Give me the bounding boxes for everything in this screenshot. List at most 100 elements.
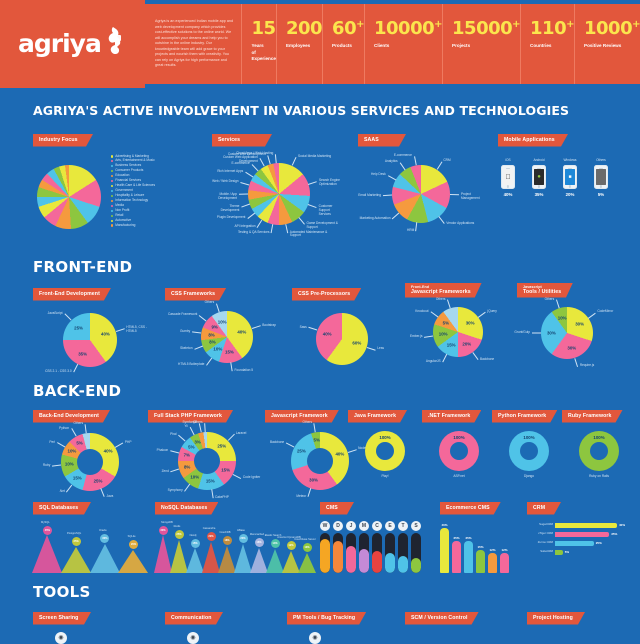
leader-line bbox=[247, 212, 255, 219]
phone-icon-windows: ■ bbox=[563, 165, 577, 190]
legend-label: Education bbox=[115, 173, 130, 178]
leader-line bbox=[114, 442, 124, 448]
mountain-label: Memcached bbox=[249, 532, 265, 536]
front-end-development-labels: HTML5, CSS - HTML5 CSS 2.1 - CSS 3.0 JavaS… bbox=[33, 307, 153, 373]
pie-category-label: Others bbox=[204, 300, 215, 305]
ribbon-net-framework: .NET Framework bbox=[422, 410, 481, 423]
legend-item: Hospitality & Leisure bbox=[111, 193, 201, 198]
leader-line bbox=[240, 182, 250, 186]
leader-line bbox=[66, 484, 73, 493]
slice-value: 40% bbox=[335, 451, 345, 457]
leader-line bbox=[413, 156, 416, 166]
mountain-label: Oracle bbox=[99, 529, 107, 533]
leader-line bbox=[424, 335, 434, 338]
legend-item: Consumer Products bbox=[111, 168, 201, 173]
ribbon-python-framework: Python Framework bbox=[492, 410, 557, 423]
pie-category-label: Others bbox=[193, 419, 203, 424]
chart-full-stack-php: Full Stack PHP Framework 25% 15% 15% 10% 8% 7… bbox=[148, 404, 268, 499]
mountain-label: HBase bbox=[237, 529, 245, 533]
pie-category-label: Grunt/Gulp bbox=[514, 330, 530, 334]
legend-item: Retail bbox=[111, 212, 201, 218]
crm-label: vTiger CRM bbox=[538, 531, 553, 536]
net-framework-label: ASP.net bbox=[453, 473, 465, 478]
mountain-bar bbox=[154, 534, 172, 573]
legend-item: Automotive bbox=[111, 218, 201, 223]
logo-panel bbox=[0, 0, 145, 88]
cms-icon: S bbox=[411, 520, 421, 531]
mountain-label: SQLite bbox=[127, 534, 136, 538]
mountain-bubble: 20% bbox=[238, 534, 248, 544]
legend-label: Retail bbox=[115, 212, 124, 217]
slice-value: 25% bbox=[93, 478, 103, 484]
leader-line bbox=[245, 172, 253, 178]
ribbon-saas: SAAS bbox=[358, 134, 406, 147]
cms-icon: W bbox=[320, 520, 330, 531]
screen-share-icon[interactable]: ◉ bbox=[55, 631, 67, 644]
slice-value: 25% bbox=[217, 443, 227, 449]
pie-category-label: Perl bbox=[49, 439, 56, 444]
legend-label: Information Technology bbox=[115, 197, 149, 202]
cms-thermometer bbox=[346, 532, 356, 573]
ribbon-scm-version-control: SCM / Version Control bbox=[405, 612, 479, 625]
mountain-bar bbox=[202, 541, 220, 573]
pie-category-label: Marketing Automation bbox=[359, 215, 391, 220]
legend-item: Media bbox=[111, 202, 201, 208]
agriya-logo[interactable]: agriya bbox=[18, 26, 122, 56]
pie-category-label: Python bbox=[59, 425, 69, 430]
chart-services: Services Social Media Marketing Search En… bbox=[212, 128, 342, 243]
mountain-bar bbox=[218, 545, 236, 573]
pie-category-label: AngularJS bbox=[425, 359, 441, 364]
crm-horizontal-bars: SugarCRM 40% vTiger CRM 35% Zurmo CRM 25% S… bbox=[527, 522, 632, 555]
mountain-bar bbox=[118, 549, 149, 573]
legend-item: Health Care & Life Sciences bbox=[111, 183, 201, 188]
leader-line bbox=[286, 443, 295, 448]
platform-label: Windows bbox=[563, 157, 577, 162]
ecommerce-cms-bars: 40% 25% 25% 15% 12% 12% bbox=[440, 523, 509, 573]
pie-category-label: jQuery bbox=[487, 309, 497, 313]
pie-category-label: Skeleton bbox=[180, 346, 193, 351]
chat-icon[interactable]: ◉ bbox=[187, 631, 199, 644]
mountain-label: MongoDB bbox=[161, 520, 173, 524]
legend-swatch bbox=[111, 199, 114, 202]
pie-category-label: .Net bbox=[59, 488, 65, 493]
ribbon-industry-focus: Industry Focus bbox=[33, 134, 93, 147]
leader-line bbox=[198, 423, 201, 433]
ribbon-js-frameworks: Front-End Javascript Frameworks bbox=[405, 283, 482, 298]
legend-label: Media bbox=[115, 202, 124, 207]
crm-value: 35% bbox=[611, 532, 618, 536]
leader-line bbox=[308, 327, 318, 331]
chart-industry-focus: Industry Focus Advertising & Marketing Ar… bbox=[33, 128, 203, 245]
industry-focus-legend: Advertising & Marketing Arts, Entertainme… bbox=[111, 154, 201, 229]
ribbon-javascript-framework: Javascript Framework bbox=[265, 410, 339, 423]
pie-category-label: Backbone bbox=[269, 440, 285, 445]
pie-category-label: Vendor Applications bbox=[446, 220, 475, 225]
legend-swatch bbox=[111, 214, 114, 217]
leader-line bbox=[430, 312, 438, 318]
slice-value: 40% bbox=[322, 331, 332, 337]
chart-mobile-applications: Mobile Applications iOS  40% Android ● … bbox=[498, 128, 611, 197]
mountain-bar bbox=[266, 548, 284, 573]
pie-category-label: Mobile / App Development bbox=[218, 191, 238, 200]
bug-icon[interactable]: ◉ bbox=[309, 631, 321, 644]
stat-caption: Years of Experience bbox=[251, 43, 276, 62]
legend-item: Manufacturing bbox=[111, 223, 201, 228]
leader-line bbox=[438, 216, 445, 224]
pie-category-label: Theme Development bbox=[220, 204, 240, 212]
legend-swatch bbox=[111, 155, 114, 158]
mountain-bar bbox=[234, 543, 252, 573]
tool-screen-sharing: Screen Sharing ◉ bbox=[33, 606, 91, 644]
slice-value: 40% bbox=[101, 331, 110, 337]
leader-line bbox=[64, 314, 72, 321]
leader-line bbox=[478, 312, 486, 318]
tool-project-hosting: Project Hosting bbox=[527, 606, 585, 625]
leader-line bbox=[574, 357, 579, 367]
css-frameworks-labels: Bootstrap Foundation 5 HTML5 Boilerplate Sk… bbox=[165, 300, 290, 373]
stat-caption: Positive Reviews bbox=[584, 43, 622, 48]
tool-communication: Communication ◉ bbox=[165, 606, 223, 644]
mountain-bubble: 10% bbox=[302, 542, 312, 552]
bar bbox=[440, 527, 449, 573]
chart-css-pre-processors: CSS Pre-Processors 60% 40% Less Sass bbox=[292, 282, 402, 373]
slice-value: 10% bbox=[64, 461, 74, 467]
pie-category-label: Cloud Apps / Web Hosting bbox=[236, 150, 274, 155]
pie-category-label: Ruby bbox=[42, 463, 51, 468]
